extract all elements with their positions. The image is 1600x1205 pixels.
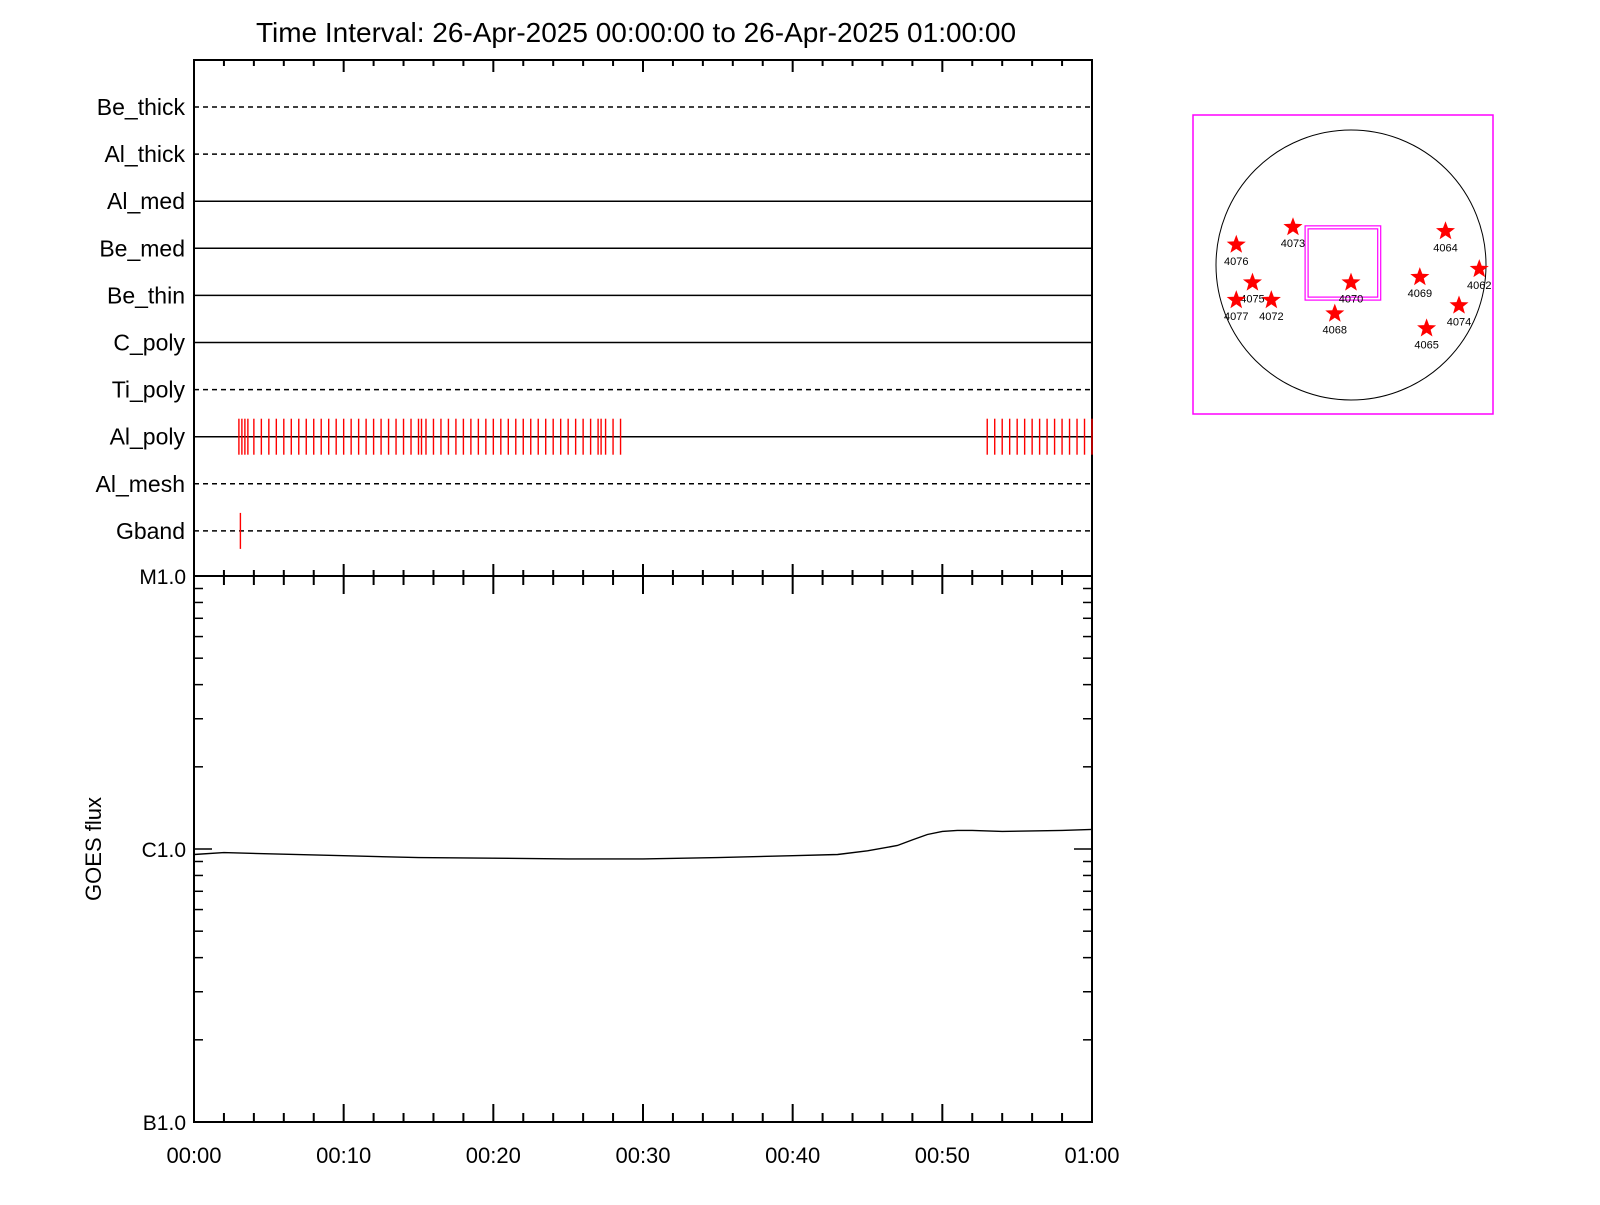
channel-be-med: Be_med — [99, 235, 1092, 261]
timeline-bottom-ticks — [193, 564, 1093, 576]
star-icon — [1242, 272, 1262, 291]
active-region-label: 4065 — [1414, 339, 1438, 351]
chart-title: Time Interval: 26-Apr-2025 00:00:00 to 2… — [256, 17, 1016, 48]
active-region-label: 4077 — [1224, 311, 1248, 323]
active-region-label: 4068 — [1323, 325, 1347, 337]
star-icon — [1417, 318, 1437, 337]
y-tick-label: C1.0 — [142, 839, 186, 862]
active-region-label: 4070 — [1339, 294, 1363, 306]
map-frame — [1192, 114, 1494, 415]
active-region-label: 4074 — [1447, 317, 1471, 329]
star-icon — [1469, 259, 1489, 278]
channel-label: Al_thick — [104, 141, 185, 167]
channel-al-med: Al_med — [107, 188, 1092, 214]
active-region: 4074 — [1447, 295, 1471, 329]
active-region: 4065 — [1414, 318, 1439, 351]
star-icon — [1226, 234, 1246, 253]
active-regions: 4076 4073 4064 4075 4070 4069 4062 4077 4072 4068… — [1224, 217, 1491, 351]
active-region: 4073 — [1281, 217, 1305, 250]
star-icon — [1410, 267, 1430, 286]
active-region-label: 4073 — [1281, 238, 1305, 250]
x-tick-label: 01:00 — [1064, 1143, 1119, 1168]
active-region: 4076 — [1224, 234, 1248, 268]
solar-disk — [1215, 129, 1487, 401]
y-tick-label: B1.0 — [143, 1112, 186, 1135]
channel-label: Be_thin — [107, 282, 185, 308]
channel-c-poly: C_poly — [113, 330, 1092, 356]
channel-al-poly: Al_poly — [110, 418, 1093, 455]
timeline-frame — [193, 59, 1093, 577]
active-region: 4070 — [1339, 272, 1363, 306]
channel-label: Be_med — [99, 235, 185, 261]
star-icon — [1449, 295, 1469, 314]
active-region-label: 4076 — [1224, 256, 1248, 268]
star-icon — [1341, 272, 1361, 291]
channel-label: Al_poly — [110, 424, 186, 450]
fov-box — [1304, 225, 1382, 301]
channel-al-thick: Al_thick — [104, 141, 1092, 167]
flux-y-ticks: B1.0 C1.0 M1.0 — [139, 566, 1092, 1135]
active-region: 4072 — [1259, 290, 1284, 323]
x-tick-label: 00:10 — [316, 1143, 371, 1168]
active-region-label: 4075 — [1240, 294, 1264, 306]
star-icon — [1325, 303, 1345, 322]
x-tick-label: 00:50 — [915, 1143, 970, 1168]
channel-label: Al_med — [107, 188, 185, 214]
active-region: 4064 — [1433, 221, 1458, 254]
flux-frame — [193, 575, 1093, 1123]
x-tick-label: 00:00 — [166, 1143, 221, 1168]
goes-flux-panel: 00:00 00:10 00:20 00:30 00:40 00:50 01:00 B1.0… — [81, 566, 1120, 1168]
channel-be-thick: Be_thick — [97, 94, 1092, 120]
star-icon — [1226, 290, 1246, 309]
x-tick-label: 00:40 — [765, 1143, 820, 1168]
goes-flux-line — [193, 828, 1093, 860]
filter-timeline-panel: Be_thick Al_thick Al_med Be_med Be_thin C_pol… — [96, 59, 1093, 577]
channel-label: Ti_poly — [112, 377, 186, 403]
active-region: 4075 — [1240, 272, 1265, 306]
active-region-label: 4069 — [1408, 288, 1432, 300]
x-tick-label: 00:20 — [466, 1143, 521, 1168]
active-region: 4077 — [1224, 290, 1248, 323]
star-icon — [1283, 217, 1303, 236]
filter-channels: Be_thick Al_thick Al_med Be_med Be_thin C_pol… — [96, 94, 1093, 549]
solar-disk-map-panel: 4076 4073 4064 4075 4070 4069 4062 4077 4072 4068… — [1192, 114, 1494, 415]
channel-label: Gband — [116, 518, 185, 544]
channel-al-mesh: Al_mesh — [96, 471, 1092, 497]
fov-outer — [1304, 225, 1382, 301]
star-icon — [1261, 290, 1281, 309]
active-region: 4068 — [1323, 303, 1347, 337]
goes-flux-ylabel: GOES flux — [81, 797, 106, 901]
channel-ti-poly: Ti_poly — [112, 377, 1092, 403]
star-icon — [1436, 221, 1455, 240]
channel-gband: Gband — [116, 512, 1092, 549]
x-tick-label: 00:30 — [615, 1143, 670, 1168]
timeline-top-ticks — [193, 60, 1093, 72]
active-region-label: 4062 — [1467, 280, 1491, 292]
fov-inner — [1307, 228, 1379, 298]
channel-label: Be_thick — [97, 94, 186, 120]
channel-be-thin: Be_thin — [107, 282, 1092, 308]
active-region: 4062 — [1467, 259, 1491, 292]
y-tick-label: M1.0 — [139, 566, 186, 589]
flux-x-ticks: 00:00 00:10 00:20 00:30 00:40 00:50 01:00 — [166, 576, 1120, 1168]
channel-label: Al_mesh — [96, 471, 185, 497]
channel-label: C_poly — [113, 330, 185, 356]
active-region-label: 4064 — [1433, 242, 1457, 254]
active-region-label: 4072 — [1259, 311, 1283, 323]
active-region: 4069 — [1408, 267, 1432, 300]
